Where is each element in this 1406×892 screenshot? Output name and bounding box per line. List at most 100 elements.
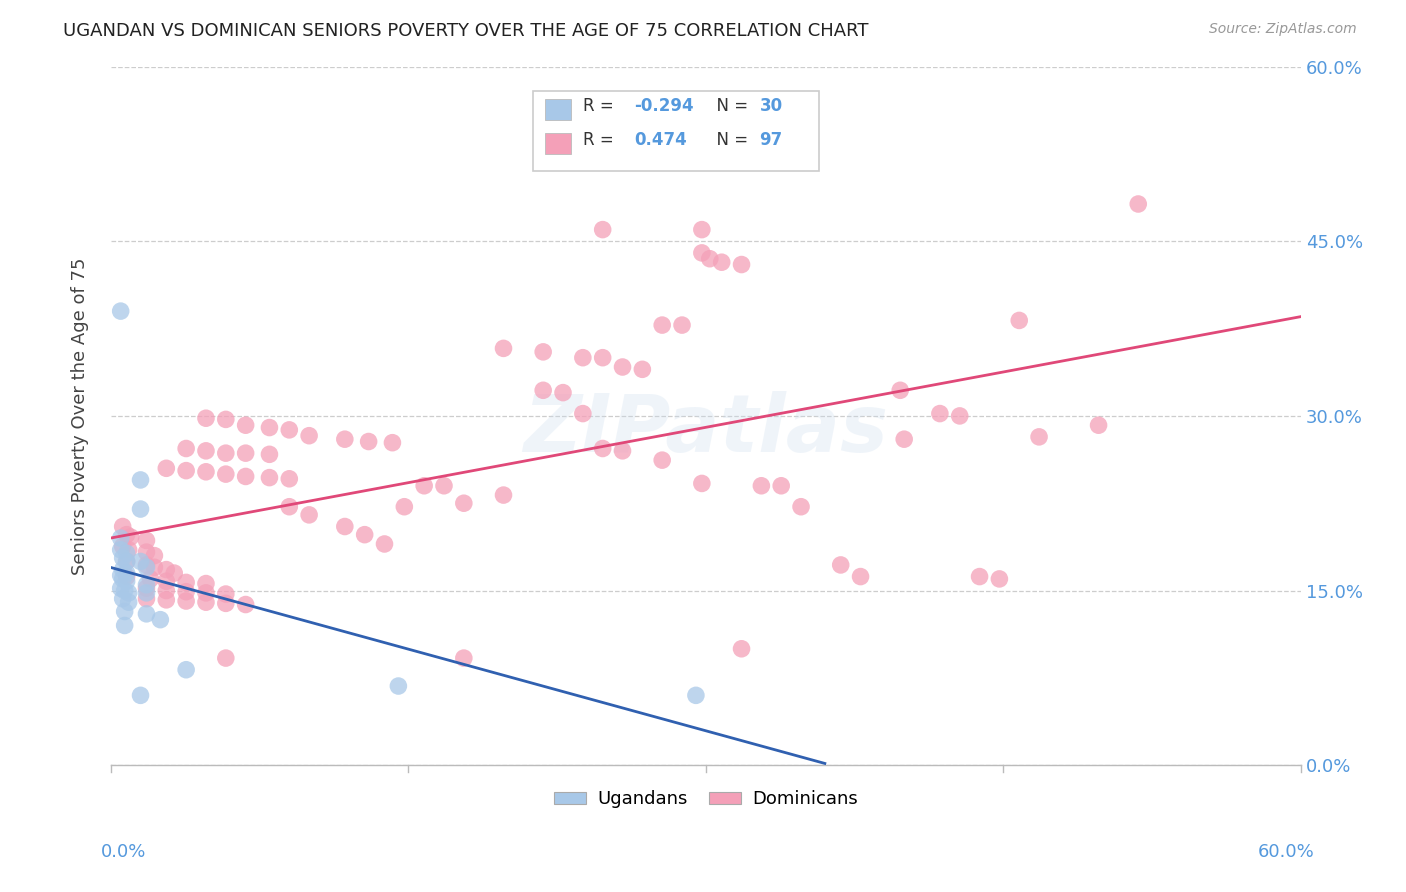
Point	[453, 496, 475, 510]
Point	[117, 542, 139, 557]
Point	[215, 587, 238, 601]
Point	[114, 605, 136, 619]
Point	[259, 447, 281, 461]
Point	[612, 359, 634, 374]
Point	[194, 595, 217, 609]
Point	[235, 418, 257, 433]
Point	[651, 453, 673, 467]
Point	[928, 407, 950, 421]
Point	[135, 591, 157, 606]
Point	[111, 551, 134, 566]
Point	[988, 572, 1011, 586]
Text: N =: N =	[706, 131, 754, 149]
Point	[592, 351, 614, 365]
Point	[194, 576, 217, 591]
Text: N =: N =	[706, 97, 754, 115]
Text: R =: R =	[583, 97, 619, 115]
Point	[278, 500, 301, 514]
Point	[333, 519, 356, 533]
Point	[612, 443, 634, 458]
Point	[111, 539, 134, 553]
Point	[215, 596, 238, 610]
Point	[830, 558, 852, 572]
Point	[194, 411, 217, 425]
Point	[129, 473, 152, 487]
Point	[139, 572, 162, 586]
Legend: Ugandans, Dominicans: Ugandans, Dominicans	[547, 783, 865, 815]
Point	[433, 479, 456, 493]
Text: 0.474: 0.474	[634, 131, 688, 149]
Point	[143, 549, 166, 563]
Point	[110, 581, 132, 595]
Text: Source: ZipAtlas.com: Source: ZipAtlas.com	[1209, 22, 1357, 37]
Point	[129, 554, 152, 568]
Point	[110, 304, 132, 318]
Point	[278, 423, 301, 437]
Point	[631, 362, 654, 376]
Point	[1087, 418, 1109, 433]
Point	[129, 689, 152, 703]
Point	[110, 542, 132, 557]
Point	[115, 546, 138, 560]
Point	[215, 446, 238, 460]
Point	[751, 479, 773, 493]
Point	[215, 412, 238, 426]
Point	[1128, 197, 1150, 211]
Point	[111, 591, 134, 606]
Point	[278, 472, 301, 486]
Point	[790, 500, 813, 514]
Point	[849, 569, 872, 583]
Point	[135, 545, 157, 559]
FancyBboxPatch shape	[533, 91, 818, 171]
FancyBboxPatch shape	[546, 99, 571, 120]
Point	[111, 572, 134, 586]
Point	[235, 598, 257, 612]
Point	[651, 318, 673, 332]
Point	[174, 442, 197, 456]
Point	[117, 586, 139, 600]
Point	[135, 533, 157, 548]
Point	[551, 385, 574, 400]
Point	[115, 569, 138, 583]
Point	[115, 566, 138, 580]
Point	[115, 554, 138, 568]
Point	[1028, 430, 1050, 444]
Y-axis label: Seniors Poverty Over the Age of 75: Seniors Poverty Over the Age of 75	[72, 257, 89, 574]
Point	[373, 537, 395, 551]
Point	[531, 344, 554, 359]
Text: ZIPatlas: ZIPatlas	[523, 391, 889, 469]
Point	[174, 575, 197, 590]
Point	[135, 586, 157, 600]
Point	[453, 651, 475, 665]
Point	[155, 461, 177, 475]
Point	[492, 488, 515, 502]
Point	[413, 479, 436, 493]
Point	[215, 467, 238, 482]
Point	[111, 563, 134, 577]
Point	[298, 508, 321, 522]
Point	[492, 342, 515, 356]
Point	[685, 689, 707, 703]
Point	[333, 432, 356, 446]
Point	[893, 432, 915, 446]
Point	[690, 246, 713, 260]
Point	[135, 560, 157, 574]
Point	[235, 469, 257, 483]
Point	[259, 420, 281, 434]
Point	[690, 222, 713, 236]
Point	[120, 530, 142, 544]
Point	[155, 574, 177, 589]
Point	[235, 446, 257, 460]
Point	[111, 519, 134, 533]
Point	[710, 255, 733, 269]
Point	[969, 569, 991, 583]
Point	[135, 558, 157, 572]
Point	[592, 442, 614, 456]
Point	[730, 258, 752, 272]
Text: 60.0%: 60.0%	[1258, 843, 1315, 861]
Point	[115, 554, 138, 568]
Point	[135, 581, 157, 595]
Point	[174, 663, 197, 677]
Point	[671, 318, 693, 332]
Point	[135, 607, 157, 621]
